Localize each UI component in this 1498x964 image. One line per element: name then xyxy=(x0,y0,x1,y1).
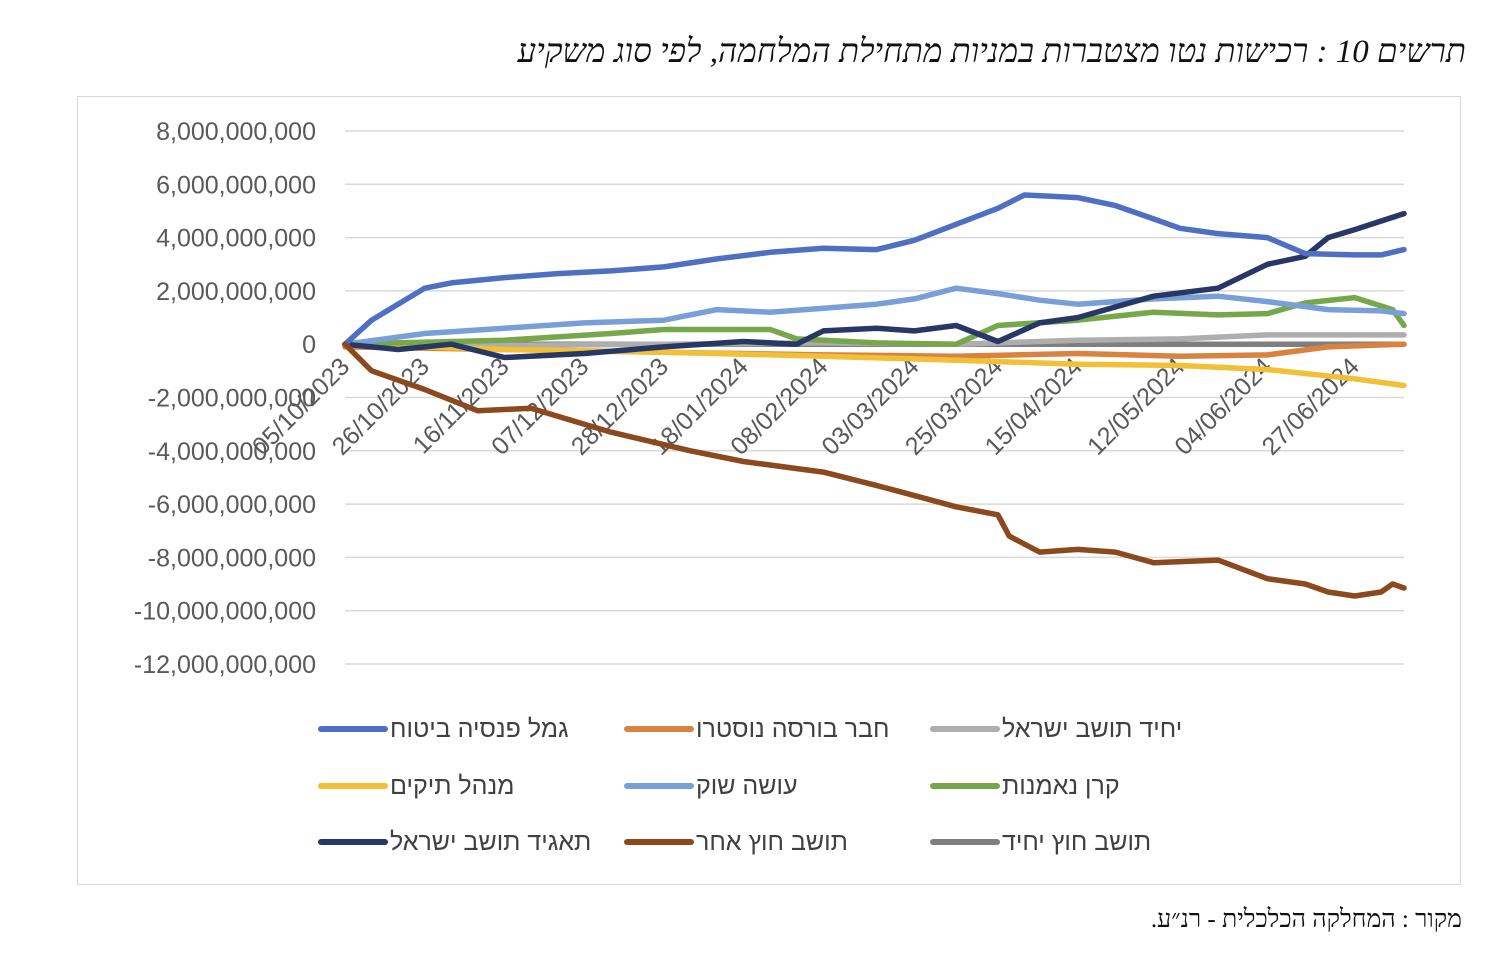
legend-label: תושב חוץ יחיד xyxy=(1002,827,1152,856)
source-note: מקור : המחלקה הכלכלית - רנ״ע. xyxy=(1150,906,1462,933)
series-line xyxy=(342,285,1407,347)
legend-label: עושה שוק xyxy=(696,771,798,800)
series-line xyxy=(342,192,1407,347)
legend-swatch xyxy=(624,783,694,789)
legend-swatch xyxy=(624,839,694,845)
legend-item: תאגיד תושב ישראל xyxy=(318,827,591,857)
legend-label: מנהל תיקים xyxy=(390,771,515,800)
series-line xyxy=(342,341,1407,599)
legend-label: תאגיד תושב ישראל xyxy=(390,827,592,856)
series-line xyxy=(342,294,1407,347)
legend-item: תושב חוץ יחיד xyxy=(930,827,1151,857)
legend-label: יחיד תושב ישראל xyxy=(1002,714,1183,743)
legend-swatch xyxy=(930,839,1000,845)
y-tick-label: 4,000,000,000 xyxy=(156,225,316,253)
legend-swatch xyxy=(318,783,388,789)
legend-swatch xyxy=(624,726,694,732)
legend-item: תושב חוץ אחר xyxy=(624,827,848,857)
legend-item: חבר בורסה נוסטרו xyxy=(624,714,890,744)
chart-frame xyxy=(77,96,1461,885)
legend-item: גמל פנסיה ביטוח xyxy=(318,714,569,744)
legend-label: קרן נאמנות xyxy=(1002,771,1120,800)
y-tick-label: -10,000,000,000 xyxy=(134,598,316,626)
y-tick-label: 6,000,000,000 xyxy=(156,171,316,199)
y-tick-label: -2,000,000,000 xyxy=(148,385,316,413)
y-tick-label: -4,000,000,000 xyxy=(148,438,316,466)
legend-swatch xyxy=(930,783,1000,789)
chart-title: תרשים 10 : רכישות נטו מצטברות במניות מתח… xyxy=(517,34,1466,70)
legend-swatch xyxy=(318,726,388,732)
legend-item: עושה שוק xyxy=(624,771,798,801)
series-lines xyxy=(342,192,1407,599)
y-axis-ticks: 8,000,000,000 6,000,000,000 4,000,000,000 2… xyxy=(134,118,316,679)
series-line xyxy=(342,210,1407,361)
legend-label: חבר בורסה נוסטרו xyxy=(696,714,890,743)
legend-swatch xyxy=(318,839,388,845)
legend-item: יחיד תושב ישראל xyxy=(930,714,1182,744)
legend-item: מנהל תיקים xyxy=(318,771,514,801)
legend-swatch xyxy=(930,726,1000,732)
y-tick-label: -8,000,000,000 xyxy=(148,544,316,572)
y-tick-label: -12,000,000,000 xyxy=(134,651,316,679)
y-tick-label: 0 xyxy=(302,331,316,359)
y-tick-label: -6,000,000,000 xyxy=(148,491,316,519)
legend-item: קרן נאמנות xyxy=(930,771,1120,801)
legend-label: גמל פנסיה ביטוח xyxy=(390,714,569,743)
y-tick-label: 8,000,000,000 xyxy=(156,118,316,146)
y-tick-label: 2,000,000,000 xyxy=(156,278,316,306)
legend-label: תושב חוץ אחר xyxy=(696,827,848,856)
